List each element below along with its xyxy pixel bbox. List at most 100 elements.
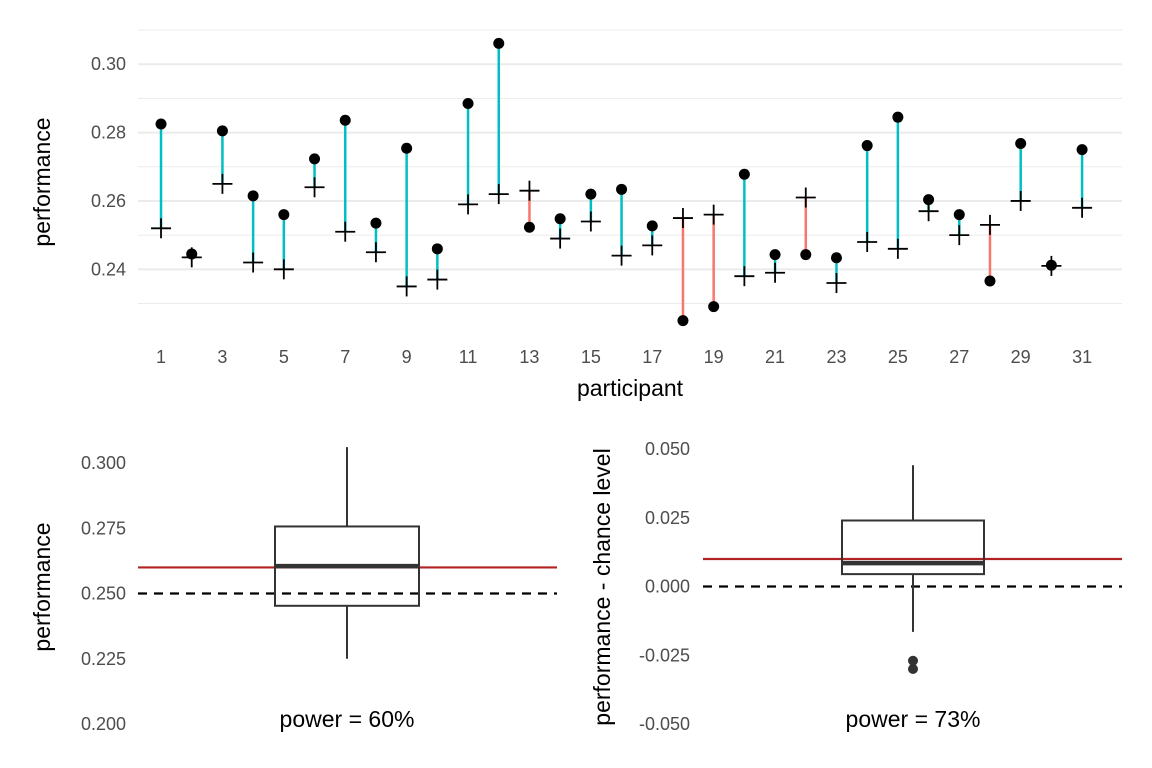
top-grid bbox=[138, 29, 1122, 305]
chance-level-cross bbox=[151, 218, 172, 239]
performance-point bbox=[677, 315, 689, 327]
y-tick-label: -0.050 bbox=[639, 714, 690, 734]
chance-level-cross bbox=[458, 194, 479, 215]
performance-point bbox=[769, 249, 781, 261]
x-tick-label: 27 bbox=[949, 347, 969, 367]
chance-level-cross bbox=[212, 173, 233, 194]
bl-reference-lines bbox=[138, 566, 557, 595]
performance-point bbox=[216, 125, 228, 137]
y-tick-label: 0.300 bbox=[81, 453, 126, 473]
performance-point bbox=[1015, 138, 1027, 150]
top-x-tick-labels: 1 3 5 7 9 11 13 15 17 19 21 23 25 27 29 31 bbox=[156, 347, 1092, 367]
performance-point bbox=[523, 221, 535, 233]
chance-level-cross bbox=[427, 269, 448, 290]
performance-point bbox=[923, 194, 935, 206]
performance-point bbox=[493, 37, 505, 49]
performance-point bbox=[585, 188, 597, 200]
x-tick-label: 5 bbox=[279, 347, 289, 367]
performance-point bbox=[309, 153, 321, 165]
x-tick-label: 17 bbox=[642, 347, 662, 367]
br-boxplot bbox=[841, 465, 985, 674]
chance-level-cross bbox=[1072, 197, 1093, 218]
performance-point bbox=[1076, 144, 1088, 156]
chance-level-cross bbox=[365, 242, 386, 263]
outlier-point bbox=[908, 655, 918, 666]
chance-level-cross bbox=[642, 235, 663, 256]
bl-y-tick-labels: 0.200 0.225 0.250 0.275 0.300 bbox=[81, 453, 126, 734]
performance-box-panel: 0.200 0.225 0.250 0.275 0.300 performance po… bbox=[29, 447, 557, 734]
chance-level-cross bbox=[550, 228, 571, 249]
y-tick-label: 0.000 bbox=[645, 577, 690, 597]
x-tick-label: 15 bbox=[581, 347, 601, 367]
chance-level-cross bbox=[611, 245, 632, 266]
chance-level-cross bbox=[1010, 190, 1031, 211]
y-tick-label: 0.26 bbox=[91, 191, 126, 211]
chance-level-cross bbox=[519, 180, 540, 201]
br-y-tick-labels: -0.050 -0.025 0.000 0.025 0.050 bbox=[639, 439, 690, 734]
performance-point bbox=[892, 111, 904, 123]
x-tick-label: 21 bbox=[765, 347, 785, 367]
bl-y-axis-title: performance bbox=[29, 522, 55, 651]
chance-level-cross bbox=[887, 238, 908, 259]
chance-level-cross bbox=[580, 211, 601, 232]
performance-point bbox=[462, 98, 474, 110]
x-tick-label: 25 bbox=[888, 347, 908, 367]
performance-point bbox=[738, 168, 750, 180]
chance-level-cross bbox=[949, 225, 970, 246]
performance-point bbox=[554, 213, 566, 225]
difference-box-panel: -0.050 -0.025 0.000 0.025 0.050 performance … bbox=[589, 439, 1122, 734]
chance-level-cross bbox=[488, 184, 509, 205]
performance-point bbox=[861, 140, 873, 152]
y-tick-label: 0.24 bbox=[91, 259, 126, 279]
performance-point bbox=[708, 301, 720, 313]
chance-level-cross bbox=[918, 201, 939, 222]
chance-level-cross bbox=[857, 231, 878, 252]
y-tick-label: 0.250 bbox=[81, 584, 126, 604]
x-tick-label: 11 bbox=[459, 347, 478, 367]
chance-level-cross bbox=[273, 259, 294, 280]
x-tick-label: 13 bbox=[519, 347, 539, 367]
x-tick-label: 1 bbox=[156, 347, 166, 367]
chance-level-cross bbox=[826, 273, 847, 294]
performance-point bbox=[247, 190, 259, 202]
chance-level-cross bbox=[795, 187, 816, 208]
performance-point bbox=[278, 209, 290, 221]
performance-point bbox=[616, 183, 628, 195]
performance-point bbox=[830, 252, 842, 264]
performance-point bbox=[646, 220, 658, 232]
y-tick-label: 0.275 bbox=[81, 518, 126, 538]
y-tick-label: 0.225 bbox=[81, 649, 126, 669]
chance-level-markers bbox=[151, 173, 1093, 297]
x-tick-label: 7 bbox=[340, 347, 350, 367]
performance-point bbox=[339, 114, 351, 126]
top-y-tick-labels: 0.24 0.26 0.28 0.30 bbox=[91, 54, 126, 279]
chance-level-cross bbox=[672, 208, 693, 229]
chance-level-cross bbox=[703, 204, 724, 225]
difference-segments bbox=[159, 43, 1084, 321]
chance-level-cross bbox=[734, 266, 755, 287]
top-x-axis-title: participant bbox=[577, 375, 684, 401]
performance-point bbox=[953, 209, 965, 221]
y-tick-label: 0.200 bbox=[81, 714, 126, 734]
chance-level-cross bbox=[181, 247, 202, 268]
x-tick-label: 9 bbox=[402, 347, 412, 367]
performance-point bbox=[401, 142, 413, 154]
chance-level-cross bbox=[979, 214, 1000, 235]
participant-performance-panel: 0.240.260.280.30 1 3 5 7 9 11 13 15 17 19 21 23 25 27… bbox=[29, 29, 1122, 401]
y-tick-label: 0.025 bbox=[645, 508, 690, 528]
bl-power-annotation: power = 60% bbox=[280, 706, 415, 732]
y-tick-label: 0.30 bbox=[91, 54, 126, 74]
y-tick-label: 0.050 bbox=[645, 439, 690, 459]
performance-points bbox=[155, 37, 1088, 327]
br-power-annotation: power = 73% bbox=[846, 706, 981, 732]
performance-point bbox=[984, 275, 996, 287]
performance-point bbox=[800, 249, 812, 261]
bl-boxplot bbox=[274, 447, 420, 659]
br-y-axis-title: performance - chance level bbox=[589, 448, 615, 725]
performance-point bbox=[370, 217, 382, 229]
y-tick-label: 0.28 bbox=[91, 123, 126, 143]
chance-level-cross bbox=[396, 276, 417, 297]
chance-level-cross bbox=[335, 221, 356, 242]
chance-level-cross bbox=[1041, 255, 1062, 276]
x-tick-label: 31 bbox=[1072, 347, 1092, 367]
